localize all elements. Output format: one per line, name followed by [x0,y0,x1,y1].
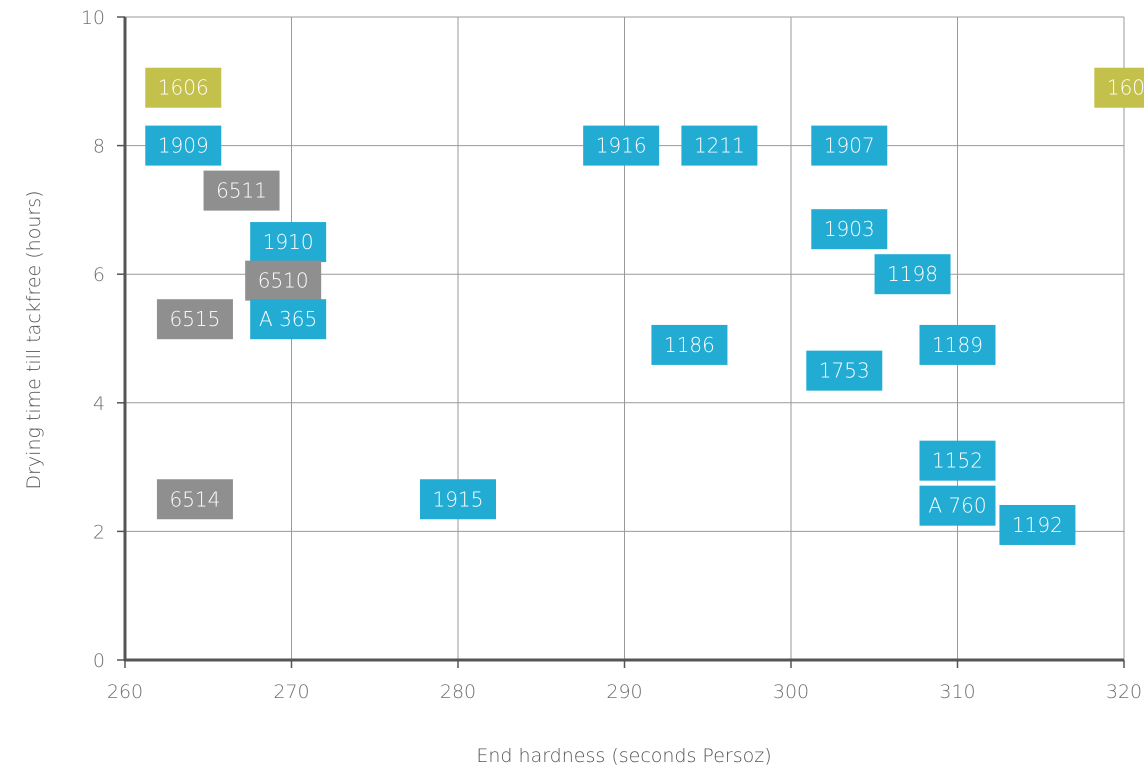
data-point: 1903 [811,209,888,250]
data-point: 1916 [583,125,660,166]
data-point: 6514 [156,479,233,520]
y-tick-label: 2 [93,521,105,543]
y-tick-label: 0 [93,650,105,672]
data-point: 6515 [156,299,233,340]
data-point-label: 1603 [1107,76,1144,100]
x-tick-label: 300 [773,681,809,703]
data-point-box [811,125,888,166]
y-axis-title: Drying time till tackfree (hours) [23,190,45,489]
x-tick-label: 310 [939,681,975,703]
data-point-label: 1910 [263,230,314,254]
data-point: 1189 [919,324,996,365]
x-axis-title: End hardness (seconds Persoz) [476,745,771,767]
x-tick-label: 290 [606,681,642,703]
data-point-label: 1909 [158,134,209,158]
data-point-label: 6511 [216,179,267,203]
data-point: 1907 [811,125,888,166]
data-point-label: 1753 [819,359,870,383]
data-point-box [874,254,951,295]
data-point: 1211 [681,125,758,166]
x-tick-label: 320 [1106,681,1142,703]
y-tick-label: 8 [93,136,105,158]
data-point: 1606 [145,67,222,108]
data-point: 6511 [203,170,280,211]
data-point-label: 1198 [887,262,938,286]
data-point-box [919,324,996,365]
y-tick-label: 10 [81,7,105,29]
data-point-label: 6510 [258,269,309,293]
data-point-label: 1915 [433,487,484,511]
data-point-box [1094,67,1144,108]
data-point-label: 6514 [169,487,220,511]
data-point: 1915 [420,479,496,520]
x-tick-label: 270 [273,681,309,703]
y-tick-label: 6 [93,264,105,286]
data-point-box [811,209,888,250]
data-point: A 760 [919,485,996,526]
data-point-box [583,125,660,166]
data-point: 1198 [874,254,951,295]
data-point-box [919,485,996,526]
data-point-box [806,350,883,391]
data-point-box [145,67,222,108]
data-point-label: A 365 [259,307,317,331]
data-point-box [250,222,327,263]
data-point-label: 1211 [694,134,745,158]
data-point-box [919,440,996,481]
data-point-label: 1189 [932,333,983,357]
data-point-box [145,125,222,166]
data-point-box [245,260,322,301]
data-point-label: 1916 [596,134,647,158]
x-tick-label: 280 [440,681,476,703]
data-point-box [203,170,280,211]
data-point-box [999,504,1076,545]
data-point-box [250,299,327,340]
x-tick-label: 260 [107,681,143,703]
data-point-box [420,479,496,520]
data-point-box [156,299,233,340]
data-point: 1910 [250,222,327,263]
data-points: 1606 1603 1909 6511 1910 6510 6515 A 365 6514 191… [145,67,1144,545]
data-point: 1909 [145,125,222,166]
data-point-box [681,125,758,166]
data-point: 1603 [1094,67,1144,108]
y-tick-label: 4 [93,393,105,415]
data-point-label: A 760 [928,494,986,518]
data-point-label: 6515 [169,307,220,331]
axes: 0 2 4 6 8 10 260 270 280 290 300 310 320 [81,7,1142,703]
data-point-label: 1903 [824,217,875,241]
data-point-box [156,479,233,520]
data-point: 6510 [245,260,322,301]
data-point-label: 1192 [1012,513,1063,537]
data-point-label: 1152 [932,449,983,473]
data-point: 1152 [919,440,996,481]
data-point: 1186 [651,324,728,365]
data-point: 1192 [999,504,1076,545]
data-point-label: 1606 [158,76,209,100]
data-point-label: 1186 [664,333,715,357]
data-point: 1753 [806,350,883,391]
data-point: A 365 [250,299,327,340]
data-point-box [651,324,728,365]
data-point-label: 1907 [824,134,875,158]
